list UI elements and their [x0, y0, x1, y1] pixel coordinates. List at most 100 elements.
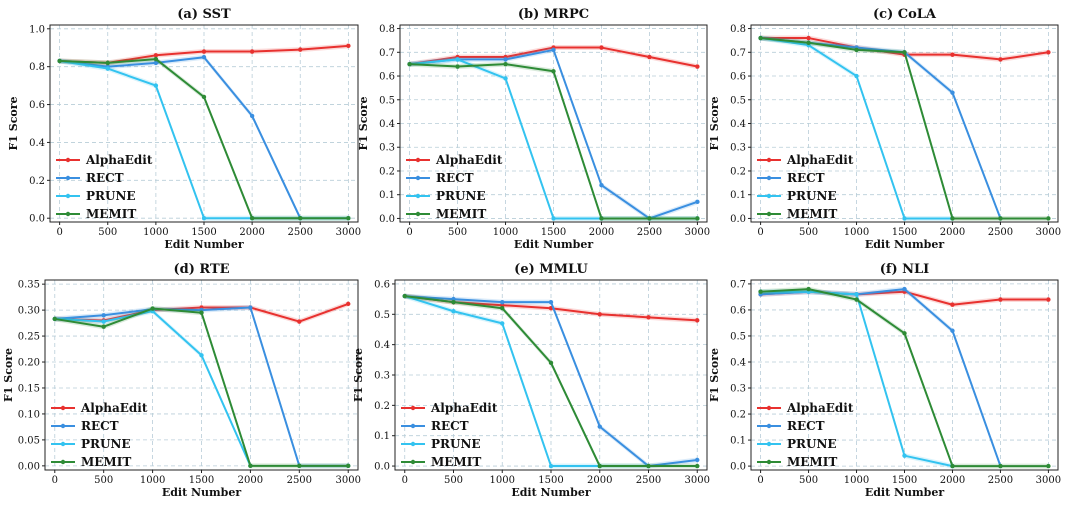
data-point-rect — [950, 328, 955, 333]
x-tick-label: 0 — [757, 475, 763, 486]
data-point-memit — [647, 216, 652, 221]
y-axis-label: F1 Score — [7, 96, 20, 150]
data-point-prune — [153, 83, 159, 88]
legend-marker-rect — [415, 175, 421, 181]
legend-marker-rect — [410, 423, 416, 429]
y-axis-label: F1 Score — [357, 96, 370, 150]
x-tick-label: 500 — [799, 475, 818, 486]
y-tick-label: 0.5 — [374, 310, 390, 321]
data-point-memit — [199, 310, 204, 315]
data-point-memit — [599, 216, 604, 221]
data-point-rect — [599, 183, 604, 188]
y-tick-label: 0.2 — [374, 401, 390, 412]
x-axis-label: Edit Number — [511, 486, 591, 499]
legend-marker-prune — [410, 441, 416, 447]
x-axis-label: Edit Number — [865, 486, 945, 499]
legend-marker-alphaedit — [65, 157, 71, 163]
y-tick-label: 0.4 — [374, 340, 390, 351]
legend: AlphaEdit RECT PRUNE MEMIT — [406, 153, 503, 221]
x-axis-label: Edit Number — [865, 238, 945, 251]
legend-marker-alphaedit — [60, 405, 66, 411]
data-point-memit — [451, 299, 456, 305]
data-point-prune — [199, 353, 204, 358]
y-tick-label: 1.0 — [29, 24, 45, 35]
legend-label-alphaedit: AlphaEdit — [786, 153, 854, 167]
y-tick-label: 0.00 — [18, 461, 40, 472]
data-point-alphaedit — [599, 45, 604, 50]
data-point-rect — [551, 47, 556, 53]
legend: AlphaEdit RECT PRUNE MEMIT — [757, 153, 854, 221]
legend-marker-prune — [65, 193, 71, 199]
x-tick-label: 1000 — [143, 227, 168, 238]
data-point-memit — [998, 216, 1003, 221]
x-tick-label: 2000 — [940, 227, 965, 238]
data-point-memit — [998, 463, 1003, 469]
chart-title: (e) MMLU — [514, 262, 588, 277]
data-point-memit — [854, 297, 859, 302]
chart-title: (a) SST — [177, 7, 231, 22]
legend: AlphaEdit RECT PRUNE MEMIT — [757, 401, 854, 469]
y-tick-label: 0.2 — [29, 176, 45, 187]
data-point-memit — [52, 316, 57, 322]
y-tick-label: 0.4 — [379, 119, 395, 130]
legend-label-rect: RECT — [787, 171, 825, 185]
data-point-prune — [551, 216, 556, 221]
data-point-rect — [548, 299, 554, 305]
data-point-alphaedit — [346, 43, 351, 49]
data-point-prune — [902, 453, 907, 458]
x-tick-label: 2500 — [988, 475, 1013, 486]
data-point-memit — [695, 463, 700, 469]
legend-label-rect: RECT — [787, 419, 825, 433]
legend-marker-alphaedit — [766, 157, 772, 163]
y-tick-label: 0.8 — [29, 62, 45, 73]
legend-label-prune: PRUNE — [86, 189, 136, 203]
data-point-alphaedit — [950, 52, 955, 57]
x-tick-label: 500 — [94, 475, 113, 486]
legend-label-memit: MEMIT — [436, 207, 486, 221]
data-point-rect — [101, 313, 106, 318]
y-tick-label: 0.1 — [730, 190, 746, 201]
x-tick-label: 0 — [402, 475, 408, 486]
y-tick-label: 0.25 — [18, 332, 40, 343]
x-tick-label: 2000 — [940, 475, 965, 486]
x-tick-label: 2000 — [238, 475, 263, 486]
legend-marker-memit — [766, 211, 772, 217]
chart-title: (f) NLI — [880, 262, 930, 277]
data-point-memit — [105, 60, 110, 66]
y-tick-label: 0.3 — [730, 143, 746, 154]
legend-label-memit: MEMIT — [81, 455, 131, 469]
legend-marker-rect — [766, 423, 772, 429]
legend-marker-memit — [415, 211, 421, 217]
legend-marker-alphaedit — [766, 405, 772, 411]
data-point-memit — [150, 306, 155, 311]
y-tick-label: 0.6 — [379, 72, 395, 83]
data-point-rect — [201, 55, 207, 60]
data-point-prune — [201, 216, 207, 221]
data-point-rect — [451, 296, 456, 302]
x-axis-label: Edit Number — [514, 238, 594, 251]
x-tick-label: 1500 — [538, 475, 563, 486]
y-tick-label: 0.3 — [379, 143, 395, 154]
data-point-memit — [201, 94, 207, 100]
chart-title: (c) CoLA — [873, 7, 937, 22]
y-tick-label: 0.3 — [374, 371, 390, 382]
data-point-memit — [1046, 463, 1051, 469]
x-tick-label: 0 — [757, 227, 763, 238]
x-tick-label: 2000 — [239, 227, 264, 238]
y-tick-label: 0.3 — [730, 384, 746, 395]
data-point-alphaedit — [201, 49, 207, 54]
data-point-prune — [548, 463, 554, 469]
legend-label-alphaedit: AlphaEdit — [80, 401, 148, 415]
x-tick-label: 2000 — [589, 227, 614, 238]
data-point-memit — [153, 56, 159, 62]
legend-marker-rect — [766, 175, 772, 181]
chart-title: (d) RTE — [173, 262, 229, 277]
y-tick-label: 0.1 — [379, 190, 395, 201]
legend-marker-prune — [766, 193, 772, 199]
x-tick-label: 500 — [448, 227, 467, 238]
data-point-memit — [455, 64, 460, 69]
data-point-memit — [806, 286, 811, 292]
y-tick-label: 0.6 — [29, 100, 45, 111]
legend-marker-memit — [410, 459, 416, 465]
chart-panel-1: (a) SST 0 500 1000 1500 2000 2500 3000 0.0 0.2 0.4… — [7, 7, 361, 251]
